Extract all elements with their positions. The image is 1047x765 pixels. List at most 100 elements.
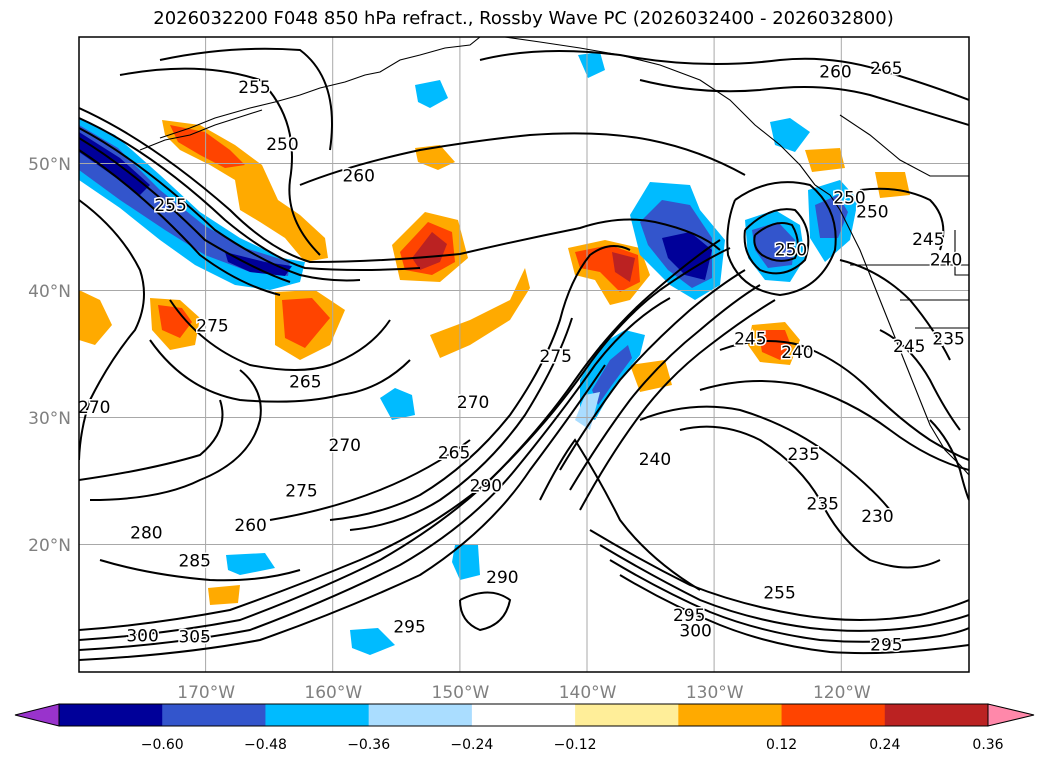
positive-anomaly-northeast-2: [875, 172, 910, 198]
lon-label: 120°W: [813, 683, 871, 703]
positive-anomaly-mid-strip: [430, 268, 530, 358]
map-title: 2026032200 F048 850 hPa refract., Rossby…: [153, 8, 894, 29]
contour-label: 265: [870, 59, 902, 79]
contour-label: 235: [787, 445, 819, 465]
contour-label: 305: [178, 628, 210, 648]
alaska-coast: [159, 37, 481, 139]
colorbar-segment: [471, 704, 576, 726]
contour-label: 240: [930, 251, 962, 271]
lon-label: 150°W: [432, 683, 490, 703]
positive-anomaly-south-1: [208, 585, 240, 605]
colorbar-min-extend: [14, 703, 60, 727]
colorbar-segment: [59, 704, 163, 726]
contour-label: 290: [486, 568, 518, 588]
colorbar: [14, 703, 1035, 727]
lon-label: 160°W: [304, 683, 362, 703]
contour-label: 250: [833, 188, 865, 208]
negative-anomaly-alaska: [415, 80, 448, 108]
contour-label: 290: [470, 477, 502, 497]
negative-anomaly-north-2: [578, 52, 605, 78]
contour-label: 255: [238, 78, 270, 98]
contour-label: 255: [763, 583, 795, 603]
gulf-alaska-coast: [504, 37, 816, 186]
colorbar-segment: [368, 704, 473, 726]
contour-label: 265: [289, 372, 321, 392]
contour-label: 265: [438, 444, 470, 464]
longitude-labels: 170°W 160°W 150°W 140°W 130°W 120°W: [177, 683, 871, 703]
lat-label: 20°N: [28, 536, 71, 556]
contour-labels: 255 250 260 260 265 255 275 265 270 270 270 265 275 2…: [79, 57, 966, 657]
colorbar-ticks: −0.60−0.48−0.36−0.24−0.120.120.240.360.4…: [141, 737, 1004, 753]
contour-label: 275: [196, 317, 228, 337]
bc-coast: [814, 184, 969, 476]
colorbar-tick-label: 0.12: [766, 737, 797, 753]
colorbar-tick-label: −0.60: [141, 737, 184, 753]
lon-label: 170°W: [177, 683, 235, 703]
contour-label: 280: [130, 524, 162, 544]
anomaly-shading: [79, 52, 910, 655]
colorbar-segment: [884, 704, 989, 726]
contour-label: 295: [870, 635, 902, 655]
negative-anomaly-sw: [226, 553, 275, 575]
negative-anomaly-gulf: [770, 118, 810, 152]
state-border-4: [954, 230, 969, 276]
negative-anomaly-peak-northwest-2: [225, 252, 292, 276]
negative-anomaly-band-northwest: [79, 118, 305, 290]
contour-label: 260: [234, 516, 266, 536]
contour-label: 245: [734, 329, 766, 349]
positive-anomaly-east-1-peak: [612, 252, 635, 282]
colorbar-tick-label: 0.36: [972, 737, 1003, 753]
contour-label: 260: [819, 63, 851, 83]
colorbar-segment: [781, 704, 886, 726]
contour-label: 300: [679, 621, 711, 641]
negative-anomaly-east-1-peak: [662, 232, 712, 280]
positive-anomaly-west-1: [79, 290, 112, 345]
alaska-peninsula: [139, 109, 263, 151]
lon-label: 130°W: [686, 683, 744, 703]
positive-anomaly-central-peak: [412, 232, 447, 270]
lat-label: 50°N: [28, 155, 71, 175]
refractivity-contours: [79, 47, 969, 661]
colorbar-tick-label: −0.36: [347, 737, 390, 753]
contour-label: 240: [639, 450, 671, 470]
positive-anomaly-north-1: [415, 145, 455, 170]
lon-label: 140°W: [559, 683, 617, 703]
colorbar-tick-label: −0.24: [450, 737, 493, 753]
contour-label: 270: [457, 393, 489, 413]
contour-label: 285: [178, 552, 210, 572]
positive-anomaly-west-2-core: [158, 305, 192, 338]
contour-label: 235: [932, 329, 964, 349]
contour-label: 275: [285, 482, 317, 502]
negative-anomaly-mid: [380, 388, 415, 420]
positive-anomaly-east-2-core: [758, 330, 792, 360]
negative-anomaly-core-northwest: [79, 125, 290, 276]
contour-label: 250: [856, 202, 888, 222]
contour-label: 240: [781, 343, 813, 363]
contour-label: 295: [393, 618, 425, 638]
colorbar-tick-label: −0.12: [554, 737, 597, 753]
colorbar-outline: [58, 703, 989, 727]
contour-label: 250: [775, 240, 807, 260]
colorbar-segment: [162, 704, 266, 726]
contour-label: 230: [861, 507, 893, 527]
contour-label: 270: [329, 436, 361, 456]
contour-label: 255: [154, 196, 186, 216]
lat-label: 40°N: [28, 282, 71, 302]
colorbar-max-extend: [987, 703, 1035, 727]
colorbar-segment: [575, 704, 679, 726]
inland-border: [839, 114, 969, 177]
contour-label: 275: [540, 347, 572, 367]
contour-label: 250: [266, 135, 298, 155]
contour-label: 245: [893, 337, 925, 357]
negative-anomaly-s: [452, 545, 480, 580]
positive-anomaly-northeast-1: [805, 148, 845, 172]
contour-label: 300: [126, 626, 158, 646]
colorbar-segment: [265, 704, 370, 726]
coastlines: [139, 37, 969, 476]
map-frame: [78, 36, 970, 673]
colorbar-segment: [678, 704, 783, 726]
contour-label: 245: [912, 230, 944, 250]
contour-label: 235: [807, 494, 839, 514]
negative-anomaly-trough-core: [592, 345, 632, 405]
